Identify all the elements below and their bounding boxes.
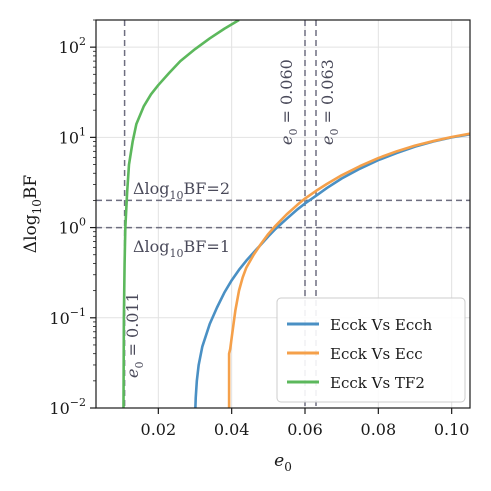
x-tick-label: 0.08 — [361, 420, 397, 439]
y-tick-label: 102 — [59, 35, 86, 57]
y-tick-label: 101 — [59, 125, 86, 147]
series-line-ecck-vs-ecc — [227, 132, 470, 408]
y-tick-label: 100 — [59, 216, 86, 238]
y-tick-label: 10−1 — [49, 306, 86, 328]
series-line-ecck-vs-ecch — [194, 133, 470, 408]
annotation-e-063: e0 = 0.063 — [318, 59, 341, 145]
x-axis-ticks: 0.02 0.04 0.06 0.08 0.10 — [141, 408, 470, 439]
x-tick-label: 0.04 — [214, 420, 250, 439]
annotation-bf2: Δlog10BF=2 — [133, 179, 230, 202]
legend-label-ecck-vs-ecch: Ecck Vs Ecch — [330, 316, 433, 334]
annotation-e-011: e0 = 0.011 — [123, 292, 146, 378]
legend-label-ecck-vs-ecc: Ecck Vs Ecc — [330, 345, 423, 363]
legend: Ecck Vs Ecch Ecck Vs Ecc Ecck Vs TF2 — [276, 297, 466, 403]
series-lines — [122, 20, 470, 408]
x-tick-label: 0.06 — [287, 420, 323, 439]
y-axis-ticks: 10−2 10−1 100 101 102 — [49, 19, 96, 418]
annotation-e-060: e0 = 0.060 — [277, 59, 300, 145]
axes-frame — [95, 19, 471, 409]
y-tick-label: 10−2 — [49, 396, 86, 418]
x-tick-label: 0.02 — [141, 420, 177, 439]
x-tick-label: 0.10 — [434, 420, 470, 439]
annotation-bf1: Δlog10BF=1 — [133, 237, 230, 260]
y-axis-title: Δlog10BF — [21, 175, 44, 254]
legend-box — [276, 297, 466, 403]
series-line-ecck-vs-tf2 — [122, 20, 240, 408]
legend-label-ecck-vs-tf2: Ecck Vs TF2 — [330, 374, 425, 392]
x-axis-title: e0 — [274, 451, 292, 474]
